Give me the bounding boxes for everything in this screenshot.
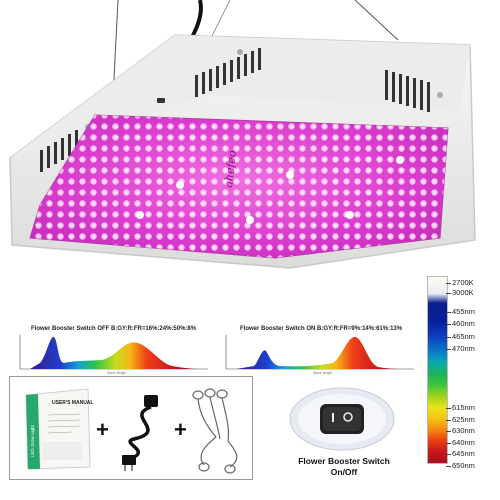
wavelength-tick: [446, 420, 451, 421]
svg-text:USER'S MANUAL: USER'S MANUAL: [52, 400, 93, 406]
spectrum-on-chart: Wave length: [225, 335, 414, 375]
wavelength-tick: [446, 312, 451, 313]
wavelength-tick: [446, 283, 451, 284]
wavelength-tick: [446, 324, 451, 325]
wavelength-label: 625nm: [452, 415, 475, 424]
wavelength-label: 460nm: [452, 319, 475, 328]
wavelength-tick: [446, 431, 451, 432]
wavelength-color-bar: [427, 276, 448, 464]
user-manual-image: USER'S MANUAL LED Grow Light: [25, 388, 93, 470]
wavelength-label: 455nm: [452, 307, 475, 316]
wavelength-tick: [446, 466, 451, 467]
switch-caption-line2: On/Off: [330, 467, 358, 477]
svg-text:Wave length: Wave length: [313, 371, 332, 375]
plus-sign-1: +: [96, 417, 109, 442]
wavelength-label: 640nm: [452, 438, 475, 447]
wavelength-label: 650nm: [452, 461, 475, 470]
wavelength-label: 645nm: [452, 449, 475, 458]
hanging-kit-image: [192, 388, 238, 474]
wavelength-label: 3000K: [452, 288, 474, 297]
wavelength-label: 630nm: [452, 426, 475, 435]
spectrum-on-title: Flower Booster Switch ON B:GY:R:FR=9%:14…: [240, 326, 403, 332]
power-cord-image: [122, 395, 158, 471]
wavelength-tick: [446, 293, 451, 294]
vent-slots-top: [195, 48, 261, 97]
accessories-box: USER'S MANUAL LED Grow Light + +: [9, 376, 253, 480]
spectrum-off-title: Flower Booster Switch OFF B:GY:R:FR=16%:…: [31, 326, 197, 332]
vent-slots-right: [385, 70, 430, 112]
wavelength-label: 465nm: [452, 332, 475, 341]
switch-caption: Flower Booster Switch On/Off: [288, 456, 400, 478]
hanging-wire-right: [354, 0, 399, 41]
svg-text:LED Grow Light: LED Grow Light: [30, 424, 35, 457]
wavelength-label: 470nm: [452, 344, 475, 353]
svg-text:Wave length: Wave length: [107, 371, 126, 375]
vent-slots-left: [40, 130, 78, 172]
wavelength-tick: [446, 337, 451, 338]
switch-caption-line1: Flower Booster Switch: [298, 456, 390, 466]
spectrum-off-chart: Wave length: [19, 335, 208, 375]
wavelength-label: 2700K: [452, 278, 474, 287]
grow-light-photo: ahefeo: [9, 0, 476, 269]
plus-sign-2: +: [174, 417, 187, 442]
white-leds: [136, 156, 404, 224]
brand-mark: ahefeo: [222, 149, 239, 188]
wavelength-tick: [446, 443, 451, 444]
wavelength-tick: [446, 349, 451, 350]
wavelength-tick: [446, 454, 451, 455]
rocker-switch-image: [289, 387, 395, 451]
wavelength-tick: [446, 408, 451, 409]
wavelength-label: 615nm: [452, 403, 475, 412]
